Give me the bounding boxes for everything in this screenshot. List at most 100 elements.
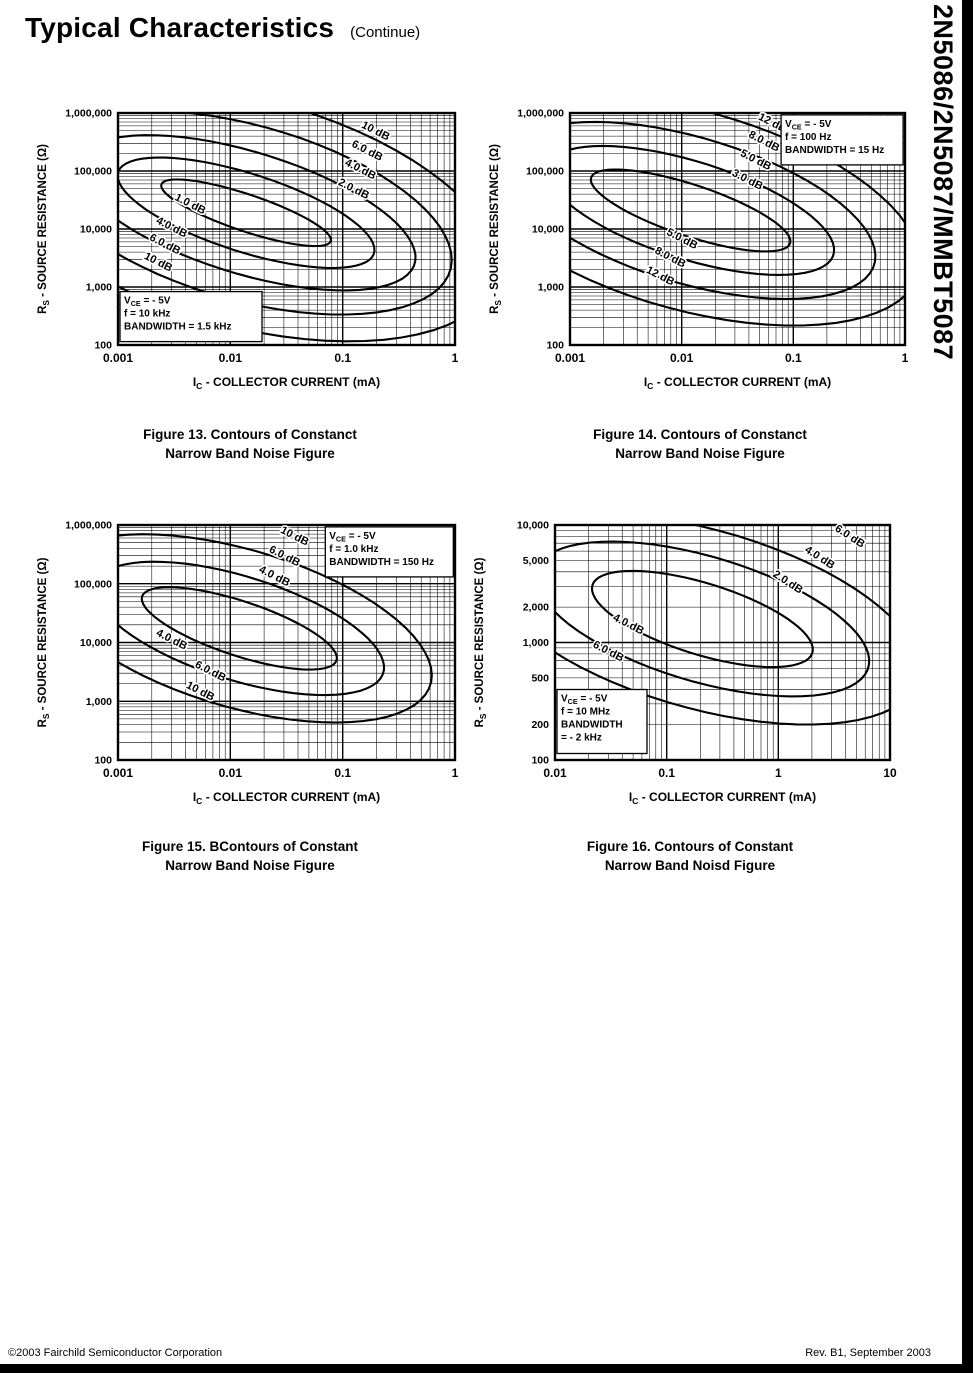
x-tick-label: 0.01	[219, 766, 243, 780]
x-tick-label: 0.001	[103, 766, 133, 780]
x-tick-label: 1	[452, 351, 459, 365]
figure-14-caption: Figure 14. Contours of Constanct Narrow …	[470, 425, 930, 463]
x-tick-label: 0.01	[219, 351, 243, 365]
contour-10-dB	[118, 533, 433, 724]
y-tick-label: 1,000,000	[517, 108, 564, 120]
figure-15-caption: Figure 15. BContours of Constant Narrow …	[20, 837, 480, 875]
caption-line-2: Narrow Band Noise Figure	[165, 858, 335, 873]
y-axis-title: RS - SOURCE RESISTANCE (Ω)	[37, 144, 51, 314]
footer-copyright: ©2003 Fairchild Semiconductor Corporatio…	[8, 1347, 223, 1359]
conditions-line: f = 10 MHz	[561, 707, 610, 718]
conditions-line: f = 100 Hz	[785, 132, 831, 143]
y-tick-label: 10,000	[517, 520, 549, 532]
right-edge-bar	[962, 0, 973, 1373]
y-tick-label: 100	[546, 340, 564, 352]
page-subtitle: (Continue)	[350, 24, 421, 41]
plot-border	[116, 523, 457, 762]
y-tick-label: 100,000	[526, 166, 564, 178]
contour-4.0-dB	[555, 540, 871, 698]
x-tick-label: 1	[902, 351, 909, 365]
figure-16-block: 6.0 dB 4.0 dB 2.0 dB 4.0 dB 6.0 dB 0.01 0.1 1 10…	[455, 507, 925, 887]
plot-border	[116, 111, 457, 347]
conditions-line: f = 1.0 kHz	[329, 544, 378, 555]
y-tick-label: 100,000	[74, 166, 112, 178]
x-tick-label: 10	[883, 766, 897, 780]
caption-line-2: Narrow Band Noise Figure	[615, 446, 785, 461]
page-footer: ©2003 Fairchild Semiconductor Corporatio…	[8, 1347, 931, 1359]
caption-line-1: Figure 14. Contours of Constanct	[593, 427, 807, 442]
x-axis-title: IC - COLLECTOR CURRENT (mA)	[193, 375, 380, 391]
contour-label: 6.0 dB	[267, 544, 302, 570]
y-tick-label: 10,000	[532, 224, 564, 236]
log-grid	[117, 113, 455, 346]
noise-contours	[118, 533, 433, 724]
y-tick-label: 10,000	[80, 224, 112, 236]
conditions-line: BANDWIDTH = 1.5 kHz	[124, 322, 232, 333]
contour-label: 10 dB	[142, 250, 174, 274]
x-tick-label: 1	[452, 766, 459, 780]
contour-2.0-dB	[590, 569, 814, 669]
contour-label: 8.0 dB	[653, 245, 688, 271]
contour-label: 4.0 dB	[343, 157, 378, 183]
y-tick-label: 1,000	[86, 282, 112, 294]
x-axis-title: IC - COLLECTOR CURRENT (mA)	[193, 790, 380, 806]
y-axis-title: RS - SOURCE RESISTANCE (Ω)	[474, 557, 488, 727]
contour-label: 12 dB	[644, 264, 676, 288]
y-tick-label: 5,000	[523, 555, 549, 567]
contour-6.0-dB	[118, 560, 386, 697]
figure-13-svg: 10 dB6.0 dB4.0 dB2.0 dB1.0 dB4.0 dB6.0 d…	[37, 108, 459, 392]
contour-label: 4.0 dB	[611, 612, 646, 638]
caption-line-1: Figure 16. Contours of Constant	[586, 839, 794, 854]
conditions-box	[324, 526, 454, 578]
conditions-line: VCE = - 5V	[124, 296, 171, 309]
contour-6.0-dB	[555, 525, 890, 726]
x-tick-label: 0.1	[658, 766, 675, 780]
y-tick-label: 500	[531, 672, 549, 684]
plot-border	[568, 111, 907, 347]
conditions-line: BANDWIDTH = 15 Hz	[785, 145, 884, 156]
y-tick-label: 2,000	[523, 602, 549, 614]
x-tick-label: 0.1	[334, 351, 351, 365]
x-tick-label: 0.001	[555, 351, 585, 365]
conditions-line: VCE = - 5V	[329, 531, 376, 544]
figure-16-svg: 6.0 dB4.0 dB2.0 dB4.0 dB6.0 dB0.01 0.1 1 10…	[474, 520, 897, 807]
page-title: Typical Characteristics	[25, 12, 335, 43]
contour-label: 10 dB	[184, 679, 216, 703]
x-tick-label: 1	[775, 766, 782, 780]
conditions-line: VCE = - 5V	[785, 119, 832, 132]
bottom-edge-bar	[0, 1364, 973, 1373]
caption-line-1: Figure 13. Contours of Constanct	[143, 427, 357, 442]
conditions-box	[780, 114, 904, 166]
y-tick-label: 1,000	[523, 637, 549, 649]
contour-8.0-dB	[570, 120, 877, 301]
y-tick-label: 10,000	[80, 637, 112, 649]
contour-10-dB	[118, 113, 455, 343]
y-axis-title: RS - SOURCE RESISTANCE (Ω)	[489, 144, 503, 314]
contour-4.0-dB	[118, 134, 417, 292]
plot-border	[553, 523, 892, 762]
page-header: Typical Characteristics (Continue)	[25, 12, 420, 44]
noise-contours	[555, 525, 890, 726]
contour-label: 2.0 dB	[771, 568, 805, 596]
contour-6.0-dB	[118, 113, 453, 316]
footer-revision: Rev. B1, September 2003	[805, 1347, 931, 1359]
y-tick-label: 1,000	[86, 696, 112, 708]
conditions-box	[119, 290, 263, 343]
y-tick-label: 1,000	[538, 282, 564, 294]
y-tick-label: 1,000,000	[65, 108, 112, 120]
contour-2.0-dB	[118, 156, 376, 270]
caption-line-2: Narrow Band Noise Figure	[165, 446, 335, 461]
conditions-line: BANDWIDTH = 150 Hz	[329, 557, 434, 568]
contour-3.0-dB	[589, 168, 792, 253]
x-tick-label: 0.1	[334, 766, 351, 780]
contour-4.0-dB	[140, 586, 338, 671]
contour-label: 1.0 dB	[173, 191, 208, 217]
noise-contours	[118, 113, 455, 343]
conditions-line: VCE = - 5V	[561, 694, 608, 707]
contour-5.0-dB	[570, 144, 836, 276]
contour-1.0-dB	[160, 178, 332, 248]
noise-contours	[570, 113, 905, 327]
